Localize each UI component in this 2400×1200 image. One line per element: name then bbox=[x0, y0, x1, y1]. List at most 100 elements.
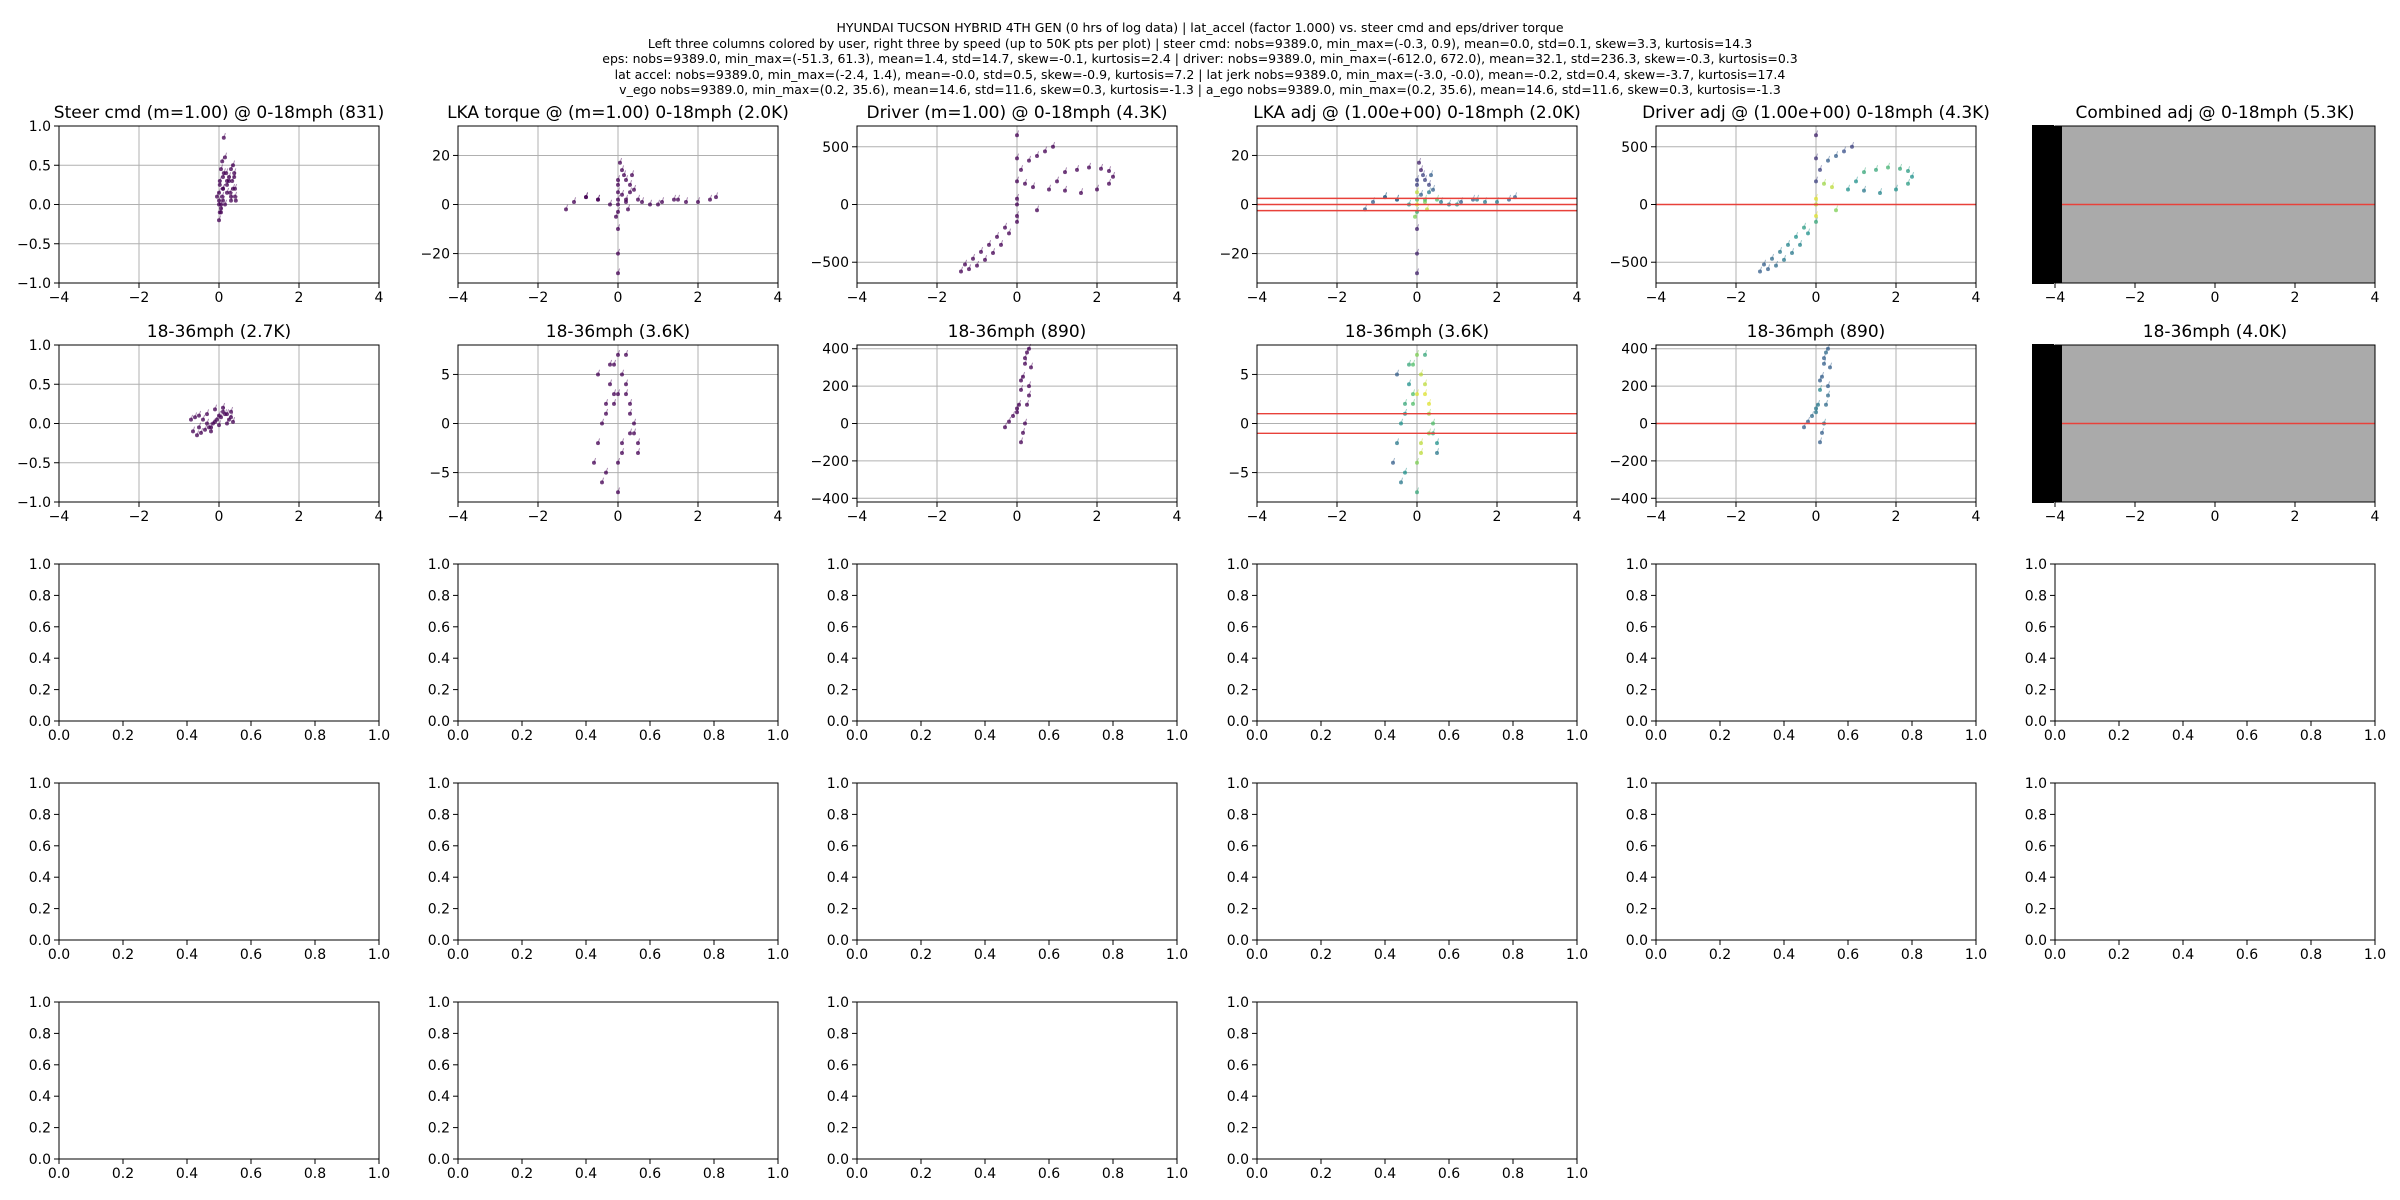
y-tick-label: −400 bbox=[1610, 491, 1648, 507]
x-tick-label: 0.4 bbox=[176, 1166, 198, 1182]
subplot-title: LKA torque @ (m=1.00) 0-18mph (2.0K) bbox=[447, 103, 789, 123]
data-trace bbox=[1028, 381, 1032, 387]
data-trace bbox=[1400, 418, 1404, 424]
data-point bbox=[232, 175, 237, 180]
data-trace bbox=[1416, 175, 1420, 181]
data-point bbox=[227, 417, 231, 422]
x-tick-label: 4 bbox=[2371, 290, 2380, 306]
data-trace bbox=[617, 194, 621, 200]
x-tick-label: 2 bbox=[1093, 290, 1102, 306]
data-trace bbox=[1108, 166, 1112, 172]
data-trace bbox=[1424, 379, 1428, 385]
data-point bbox=[1111, 174, 1115, 179]
data-point bbox=[207, 425, 211, 430]
data-trace bbox=[617, 248, 621, 254]
data-point bbox=[1826, 393, 1830, 398]
x-tick-label: 0.8 bbox=[2300, 728, 2322, 744]
data-trace bbox=[1899, 163, 1903, 169]
data-trace bbox=[190, 414, 194, 420]
data-point bbox=[628, 401, 632, 406]
data-trace bbox=[623, 170, 627, 176]
x-tick-label: 2 bbox=[1493, 509, 1502, 525]
data-trace bbox=[1827, 155, 1831, 161]
y-tick-label: 0.2 bbox=[1227, 1121, 1249, 1137]
data-point bbox=[999, 242, 1003, 247]
data-point bbox=[1021, 374, 1025, 379]
x-tick-label: 0.2 bbox=[112, 728, 134, 744]
data-trace bbox=[1416, 349, 1420, 355]
data-trace bbox=[1020, 384, 1024, 391]
data-trace bbox=[984, 255, 988, 261]
data-point bbox=[1423, 392, 1427, 397]
data-trace bbox=[1895, 184, 1899, 190]
data-point bbox=[616, 202, 620, 207]
data-trace bbox=[597, 438, 601, 444]
data-point bbox=[1429, 173, 1433, 178]
data-trace bbox=[617, 389, 621, 395]
data-trace bbox=[1048, 184, 1052, 190]
y-tick-label: −400 bbox=[811, 491, 849, 507]
y-tick-label: 0.0 bbox=[428, 714, 450, 730]
data-point bbox=[1047, 187, 1051, 192]
data-point bbox=[1826, 346, 1830, 351]
y-tick-label: 0.6 bbox=[29, 1058, 51, 1074]
x-tick-label: 2 bbox=[2291, 509, 2300, 525]
data-trace bbox=[1815, 193, 1819, 199]
data-trace bbox=[617, 206, 621, 213]
data-trace bbox=[1799, 240, 1803, 246]
x-tick-label: 2 bbox=[295, 509, 304, 525]
axes-frame bbox=[2054, 563, 2376, 722]
x-tick-label: 0 bbox=[2211, 290, 2220, 306]
data-trace bbox=[601, 418, 605, 424]
data-trace bbox=[1008, 416, 1012, 422]
data-trace bbox=[1420, 369, 1424, 375]
data-trace bbox=[613, 399, 617, 405]
data-trace bbox=[1416, 457, 1420, 463]
data-point bbox=[620, 168, 624, 173]
y-tick-label: 0.6 bbox=[827, 620, 849, 636]
data-point bbox=[1021, 430, 1025, 435]
x-tick-label: 0.2 bbox=[511, 728, 533, 744]
axes-frame bbox=[2054, 782, 2376, 941]
data-point bbox=[620, 372, 624, 377]
subplot-title: Driver (m=1.00) @ 0-18mph (4.3K) bbox=[866, 103, 1167, 123]
data-point bbox=[227, 178, 231, 183]
data-point bbox=[229, 198, 233, 203]
data-trace bbox=[1024, 358, 1028, 364]
x-tick-label: 2 bbox=[1493, 290, 1502, 306]
data-trace bbox=[1815, 130, 1819, 136]
x-tick-label: −2 bbox=[528, 290, 549, 306]
x-tick-label: 0.0 bbox=[447, 728, 469, 744]
data-trace bbox=[192, 426, 196, 432]
x-tick-label: 0.0 bbox=[1645, 728, 1667, 744]
y-tick-label: 0.0 bbox=[428, 1152, 450, 1168]
y-tick-label: −500 bbox=[1610, 255, 1648, 271]
data-point bbox=[1814, 406, 1818, 411]
plot-area bbox=[2055, 783, 2375, 940]
y-tick-label: 0.2 bbox=[2025, 683, 2047, 699]
subplot-title: 18-36mph (3.6K) bbox=[1345, 322, 1489, 342]
y-tick-label: 0.5 bbox=[29, 377, 51, 393]
data-point bbox=[616, 177, 620, 182]
y-tick-label: 0.0 bbox=[1227, 714, 1249, 730]
data-trace bbox=[617, 268, 621, 274]
x-tick-label: 0.0 bbox=[846, 947, 868, 963]
data-point bbox=[1107, 181, 1111, 186]
data-point bbox=[1403, 401, 1407, 406]
subplot-title: Steer cmd (m=1.00) @ 0-18mph (831) bbox=[54, 103, 384, 123]
x-tick-label: 1.0 bbox=[368, 947, 390, 963]
data-trace bbox=[641, 197, 645, 203]
x-tick-label: 0.0 bbox=[48, 728, 70, 744]
data-trace bbox=[715, 192, 719, 198]
x-tick-label: 0.8 bbox=[304, 728, 326, 744]
x-tick-label: 0.8 bbox=[304, 1166, 326, 1182]
data-trace bbox=[1823, 418, 1827, 424]
overlapping-ytick-labels bbox=[2032, 344, 2054, 503]
data-point bbox=[632, 421, 636, 426]
y-tick-label: 1.0 bbox=[1227, 776, 1249, 792]
data-trace bbox=[218, 215, 222, 221]
y-tick-label: 0.4 bbox=[1626, 651, 1648, 667]
data-point bbox=[1459, 200, 1463, 205]
y-tick-label: 0.6 bbox=[29, 620, 51, 636]
x-tick-label: 0.4 bbox=[575, 1166, 597, 1182]
